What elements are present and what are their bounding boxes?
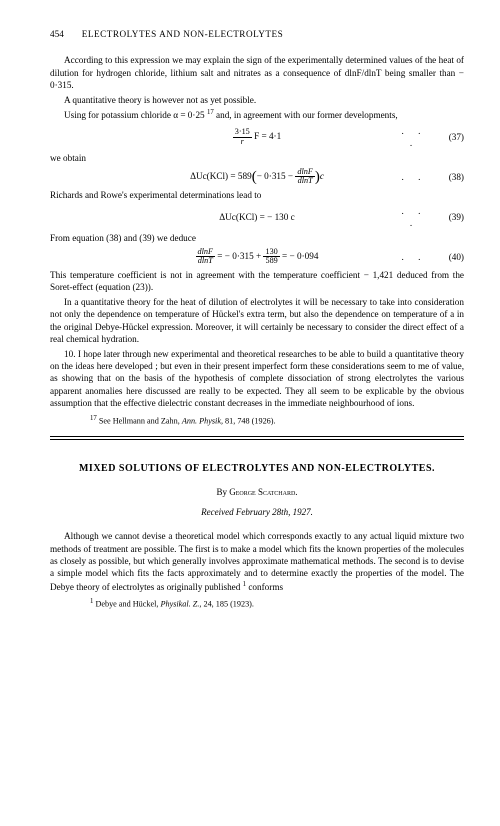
equation-expression: ΔUc(KCl) = − 130 c: [120, 211, 394, 223]
running-head: 454 ELECTROLYTES AND NON-ELECTROLYTES: [50, 28, 464, 40]
equation-expression: dlnFdlnT = − 0·315 + 130589 = − 0·094: [120, 248, 394, 266]
paragraph: Using for potassium chloride α = 0·25 17…: [50, 108, 464, 121]
footnote-ref: 17: [207, 109, 214, 116]
equation-dots: . .: [394, 171, 434, 183]
fraction: 130589: [263, 248, 279, 266]
running-title: ELECTROLYTES AND NON-ELECTROLYTES: [82, 28, 283, 40]
text: ΔUc(KCl) = 589: [190, 171, 252, 181]
footnote-1: 1 Debye and Hückel, Physikal. Z., 24, 18…: [50, 597, 464, 610]
article-title: MIXED SOLUTIONS OF ELECTROLYTES AND NON-…: [50, 462, 464, 476]
equation-dots: . . .: [394, 205, 434, 230]
fraction: dlnFdlnT: [196, 248, 215, 266]
equation-number: (40): [434, 251, 464, 263]
paragraph: According to this expression we may expl…: [50, 54, 464, 91]
text-line: we obtain: [50, 152, 464, 164]
section-divider: [50, 436, 464, 440]
paragraph: From equation (38) and (39) we deduce: [50, 232, 464, 244]
text: Using for potassium chloride α = 0·25: [64, 110, 207, 120]
equation-expression: 3·15r F = 4·1: [120, 128, 394, 146]
paragraph: This temperature coefficient is not in a…: [50, 269, 464, 294]
equation-number: (38): [434, 171, 464, 183]
text: 81, 748 (1926).: [223, 416, 276, 425]
text: c: [320, 171, 324, 181]
equation-dots: . . .: [394, 125, 434, 150]
page: 454 ELECTROLYTES AND NON-ELECTROLYTES Ac…: [0, 0, 500, 650]
paragraph: 10. I hope later through new experimenta…: [50, 348, 464, 410]
text: Debye and Hückel,: [93, 600, 160, 609]
paragraph: A quantitative theory is however not as …: [50, 94, 464, 106]
text: See Hellmann and Zahn,: [97, 416, 182, 425]
paragraph: In a quantitative theory for the heat of…: [50, 296, 464, 346]
journal-title: Physikal. Z.,: [160, 600, 201, 609]
paragraph: Richards and Rowe's experimental determi…: [50, 189, 464, 201]
equation-dots: . .: [394, 251, 434, 263]
equation-40: dlnFdlnT = − 0·315 + 130589 = − 0·094 . …: [50, 248, 464, 266]
author-name: George Scatchard.: [229, 487, 297, 497]
text: 24, 185 (1923).: [201, 600, 254, 609]
footnote-marker: 17: [90, 415, 97, 422]
text: By: [216, 487, 229, 497]
paragraph: Although we cannot devise a theoretical …: [50, 530, 464, 593]
equation-39: ΔUc(KCl) = − 130 c . . . (39): [50, 205, 464, 230]
fraction: dlnFdlnT: [295, 168, 314, 186]
received-date: Received February 28th, 1927.: [50, 506, 464, 518]
equation-number: (39): [434, 211, 464, 223]
journal-title: Ann. Physik,: [182, 416, 223, 425]
text: = − 0·315 +: [215, 251, 263, 261]
fraction: 3·15r: [233, 128, 252, 146]
byline: By George Scatchard.: [50, 486, 464, 498]
equation-38: ΔUc(KCl) = 589(− 0·315 − dlnFdlnT)c . . …: [50, 168, 464, 186]
equation-expression: ΔUc(KCl) = 589(− 0·315 − dlnFdlnT)c: [120, 168, 394, 186]
text: conforms: [246, 582, 283, 592]
text: = − 0·094: [280, 251, 319, 261]
text: and, in agreement with our former develo…: [214, 110, 398, 120]
equation-37: 3·15r F = 4·1 . . . (37): [50, 125, 464, 150]
text: − 0·315 −: [257, 171, 293, 181]
equation-number: (37): [434, 131, 464, 143]
page-number: 454: [50, 28, 64, 40]
footnote-17: 17 See Hellmann and Zahn, Ann. Physik, 8…: [50, 414, 464, 427]
